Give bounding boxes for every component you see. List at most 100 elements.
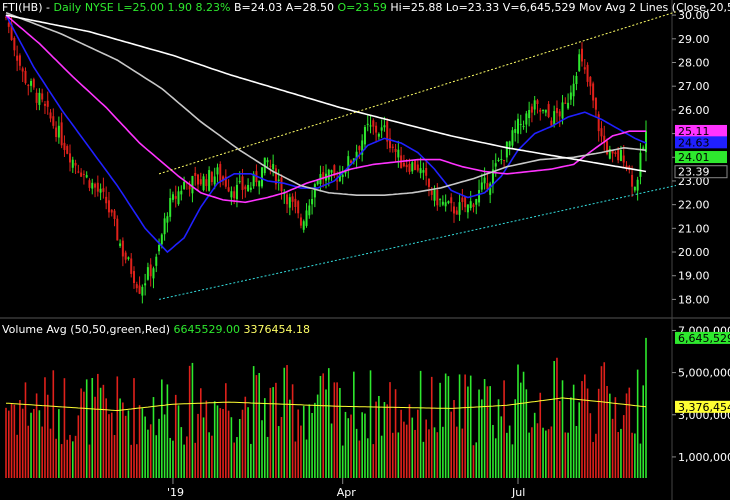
candle-body	[199, 179, 202, 185]
candle-body	[427, 179, 430, 187]
candle-body	[458, 202, 461, 215]
candle-body	[188, 185, 191, 190]
candle-body	[266, 160, 269, 163]
moving-average-line-ma50	[5, 14, 646, 204]
interval-label[interactable]: Daily	[53, 1, 82, 14]
candle-body	[522, 126, 525, 128]
candle-body	[636, 179, 639, 191]
candle-body	[222, 176, 225, 181]
candle-body	[519, 123, 522, 125]
candle-body	[475, 199, 478, 205]
candle-body	[174, 196, 177, 199]
candle-body	[358, 146, 361, 151]
volume-tick-label: 1,000,000	[678, 451, 730, 464]
volume-tick-label: 5,000,000	[678, 367, 730, 380]
candle-body	[41, 93, 44, 100]
candle-body	[238, 181, 241, 183]
candle-body	[194, 172, 197, 176]
candle-body	[508, 141, 511, 147]
candle-body	[32, 79, 35, 88]
candle-body	[46, 100, 49, 107]
volume-value: V=6,645,529	[502, 1, 576, 14]
candle-body	[436, 190, 439, 206]
candle-body	[286, 194, 289, 205]
candle-body	[272, 164, 275, 170]
candle-body	[146, 267, 149, 280]
moving-average-line-ma100	[5, 11, 647, 196]
candle-body	[386, 121, 389, 142]
price-tick-label: 27.00	[678, 80, 710, 93]
candle-body	[241, 176, 244, 190]
candle-body	[235, 184, 238, 200]
candle-body	[180, 190, 183, 195]
candle-body	[422, 170, 425, 173]
candle-body	[249, 187, 252, 190]
price-badge-label: 23.39	[678, 166, 710, 179]
candle-body	[619, 150, 622, 162]
candle-body	[389, 138, 391, 149]
candle-body	[478, 190, 481, 203]
candle-body	[553, 111, 556, 126]
candle-body	[375, 125, 378, 133]
candle-body	[247, 184, 250, 192]
candle-body	[43, 103, 46, 106]
candle-body	[611, 149, 614, 154]
candle-body	[269, 165, 272, 167]
candle-body	[63, 142, 66, 150]
candle-body	[592, 83, 595, 101]
price-tick-label: 20.00	[678, 246, 710, 259]
candle-body	[160, 234, 163, 245]
candle-body	[13, 37, 16, 51]
candle-body	[169, 198, 172, 217]
candle-body	[622, 155, 625, 163]
candle-body	[361, 140, 364, 155]
candle-body	[74, 162, 77, 166]
moving-average-label[interactable]: Mov Avg 2 Lines (Close,20,5	[579, 1, 730, 14]
candle-body	[277, 179, 280, 182]
price-badge	[675, 124, 727, 137]
candle-body	[347, 156, 350, 171]
candle-body	[327, 169, 330, 180]
candle-body	[49, 112, 52, 119]
candle-body	[539, 109, 542, 112]
candle-body	[261, 167, 263, 187]
candle-body	[305, 210, 308, 226]
ask-price: A=28.50	[285, 1, 334, 14]
candle-body	[469, 201, 472, 209]
candle-body	[144, 283, 147, 286]
volume-indicator-label[interactable]: Volume Avg (50,50,green,Red)	[2, 323, 171, 336]
candle-body	[177, 191, 180, 205]
last-price: L=25.00	[117, 1, 165, 14]
candle-body	[542, 109, 545, 111]
volume-average-line	[5, 397, 647, 412]
volume-badge-label: 6,645,529	[678, 332, 730, 345]
candle-body	[453, 206, 455, 214]
candle-body	[311, 199, 314, 205]
candle-body	[163, 218, 166, 235]
candle-body	[617, 149, 620, 161]
candle-body	[461, 197, 464, 202]
candle-body	[472, 204, 475, 208]
candle-body	[338, 172, 341, 182]
candle-body	[213, 176, 216, 185]
candle-body	[550, 120, 553, 126]
candle-body	[10, 23, 13, 41]
candle-body	[425, 167, 428, 176]
candle-body	[258, 180, 261, 187]
candle-body	[230, 191, 233, 198]
candle-body	[555, 107, 558, 114]
symbol-label[interactable]: FTI(HB)	[2, 1, 43, 14]
price-badge	[675, 136, 727, 149]
candle-body	[291, 196, 294, 202]
net-change: 1.90	[167, 1, 193, 14]
candle-body	[503, 159, 506, 161]
pct-change: 8.23%	[195, 1, 231, 14]
candle-body	[391, 146, 394, 148]
candle-body	[603, 135, 606, 143]
candle-body	[491, 169, 494, 186]
candle-body	[439, 199, 442, 201]
candle-body	[544, 109, 547, 113]
low-price: Lo=23.33	[445, 1, 500, 14]
candle-body	[138, 285, 141, 294]
candle-body	[66, 146, 69, 154]
